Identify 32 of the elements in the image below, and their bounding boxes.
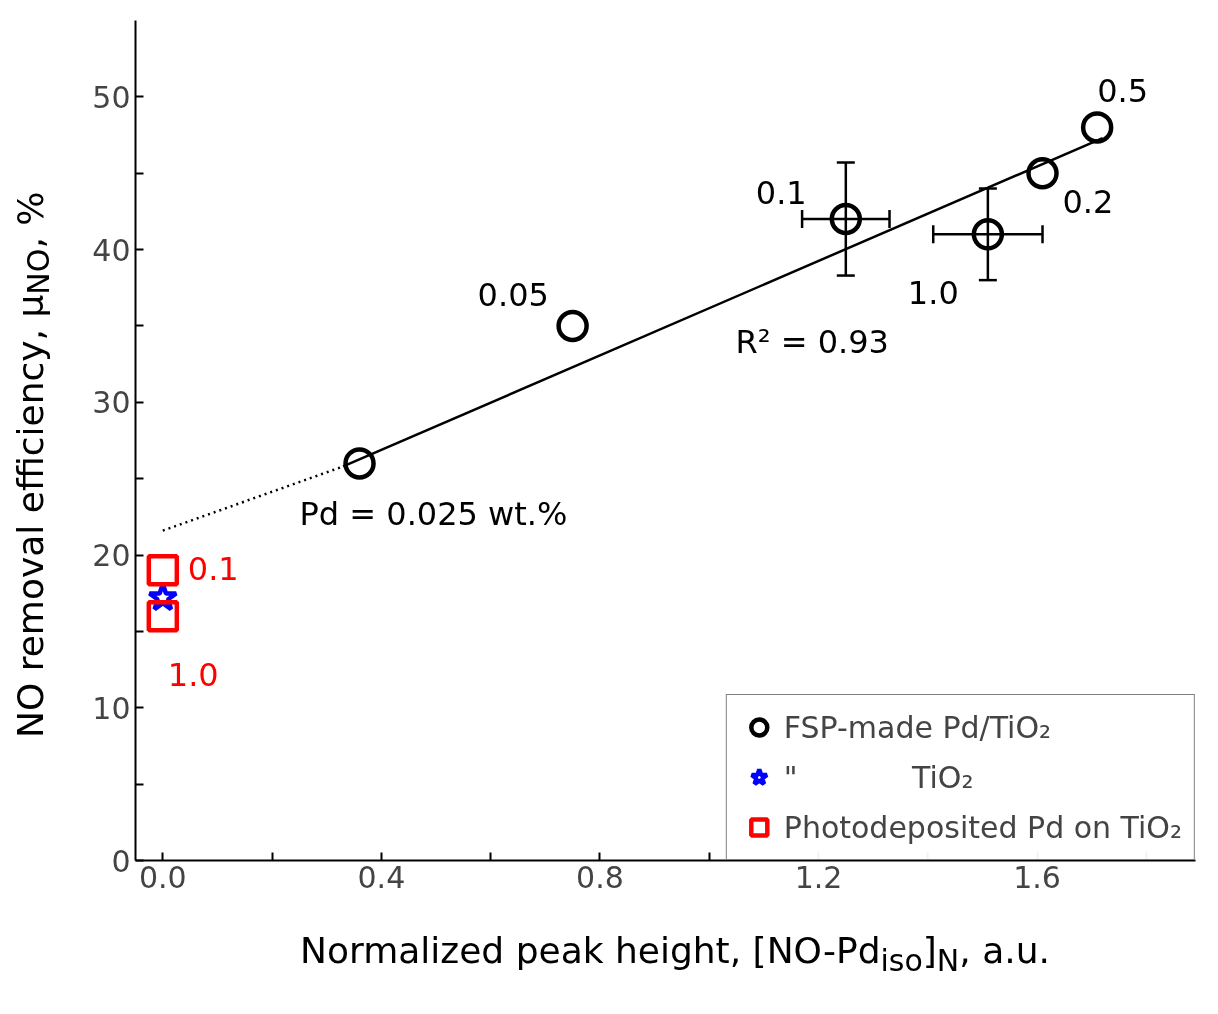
y-tick-label: 10 (92, 690, 131, 726)
x-tick-label: 0.8 (576, 859, 624, 895)
annotation: 0.1 (755, 174, 807, 213)
annotation: 1.0 (907, 274, 959, 313)
annotation: 0.5 (1097, 72, 1149, 111)
x-tick-label: 0.4 (357, 859, 406, 895)
point (829, 202, 863, 236)
y-tick-label: 0 (111, 843, 131, 879)
legend-label: FSP-made Pd/TiO₂ (783, 709, 1052, 745)
point (971, 218, 1005, 251)
point (146, 599, 180, 633)
point (1026, 157, 1059, 190)
point (1080, 111, 1114, 144)
legend-label: Photodeposited Pd on TiO₂ (783, 809, 1182, 845)
y-tick-label: 50 (92, 79, 131, 115)
y-tick-label: 30 (92, 385, 131, 421)
x-tick-label: 1.2 (794, 859, 843, 895)
annotation: 0.2 (1062, 183, 1114, 222)
point (343, 447, 376, 480)
annotation: 0.1 (187, 550, 239, 589)
point (146, 554, 180, 587)
annotation: 0.05 (477, 275, 549, 314)
x-axis-title: Normalized peak height, [NO-Pd$_{iso}$]$_{N}$, a.u. (300, 929, 1050, 981)
point (556, 309, 589, 343)
annotation: 1.0 (167, 656, 219, 695)
annotation: R² = 0.93 (735, 322, 889, 361)
annotation: Pd = 0.025 wt.% (299, 495, 568, 534)
x-tick-label: 0.0 (138, 859, 187, 895)
y-tick-label: 40 (92, 232, 131, 268)
legend-label: " TiO₂ (783, 759, 974, 795)
y-tick-label: 20 (92, 538, 131, 574)
x-tick-label: 1.6 (1013, 859, 1061, 895)
